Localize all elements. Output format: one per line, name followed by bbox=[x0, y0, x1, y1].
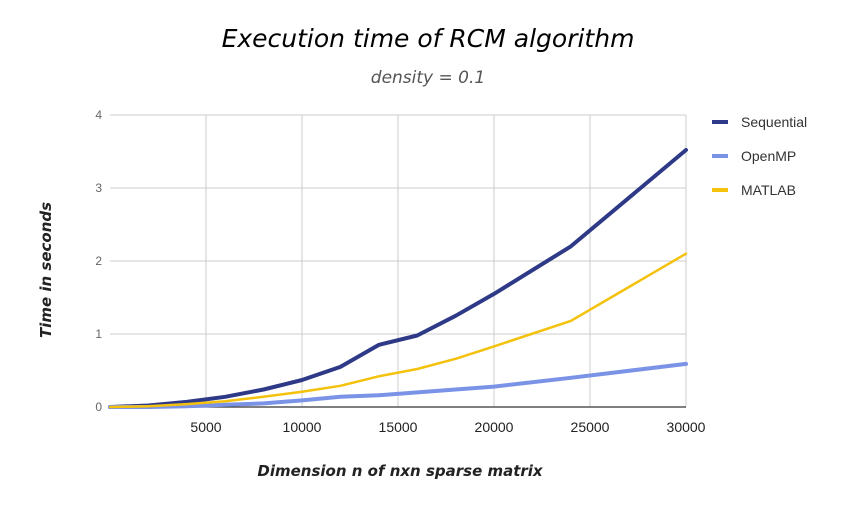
x-tick-label: 15000 bbox=[379, 419, 418, 435]
legend-label-matlab: MATLAB bbox=[741, 182, 796, 198]
legend-swatch-matlab bbox=[712, 188, 728, 192]
y-tick-label: 2 bbox=[95, 254, 102, 268]
x-tick-label: 25000 bbox=[571, 419, 610, 435]
x-tick-label: 20000 bbox=[475, 419, 514, 435]
y-axis-label: Time in seconds bbox=[37, 201, 55, 339]
legend-item-openmp[interactable]: OpenMP bbox=[712, 139, 807, 173]
chart-subtitle: density = 0.1 bbox=[370, 68, 486, 88]
y-tick-label: 1 bbox=[95, 327, 102, 341]
y-tick-label: 0 bbox=[95, 400, 102, 414]
legend-swatch-sequential bbox=[712, 120, 728, 124]
legend-swatch-openmp bbox=[712, 154, 728, 158]
legend-item-sequential[interactable]: Sequential bbox=[712, 105, 807, 139]
y-tick-label: 4 bbox=[95, 108, 102, 122]
axes: 0 1 2 3 4 5000 10000 15000 20000 25000 30000 bbox=[95, 108, 705, 435]
legend-label-sequential: Sequential bbox=[741, 114, 808, 130]
x-tick-label: 5000 bbox=[190, 419, 221, 435]
x-tick-label: 10000 bbox=[283, 419, 322, 435]
series-lines bbox=[108, 148, 688, 409]
x-tick-label: 30000 bbox=[667, 419, 706, 435]
legend: Sequential OpenMP MATLAB bbox=[712, 105, 807, 207]
chart-title: Execution time of RCM algorithm bbox=[221, 24, 635, 53]
legend-item-matlab[interactable]: MATLAB bbox=[712, 173, 807, 207]
series-line-matlab[interactable] bbox=[108, 252, 688, 409]
series-line-openmp[interactable] bbox=[108, 361, 688, 409]
y-tick-label: 3 bbox=[95, 181, 102, 195]
legend-label-openmp: OpenMP bbox=[741, 148, 797, 164]
grid bbox=[110, 114, 687, 407]
series-line-sequential[interactable] bbox=[108, 148, 688, 409]
x-axis-label: Dimension n of nxn sparse matrix bbox=[257, 462, 543, 480]
